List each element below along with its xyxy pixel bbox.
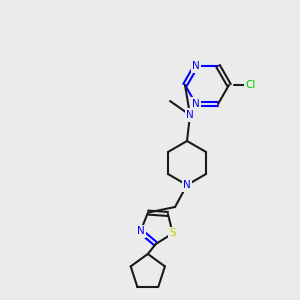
Text: N: N [186,110,194,120]
Text: Cl: Cl [246,80,256,90]
Text: N: N [192,99,200,109]
Text: S: S [169,228,176,239]
Text: N: N [136,226,144,236]
Text: N: N [192,61,200,71]
Text: N: N [183,180,191,190]
